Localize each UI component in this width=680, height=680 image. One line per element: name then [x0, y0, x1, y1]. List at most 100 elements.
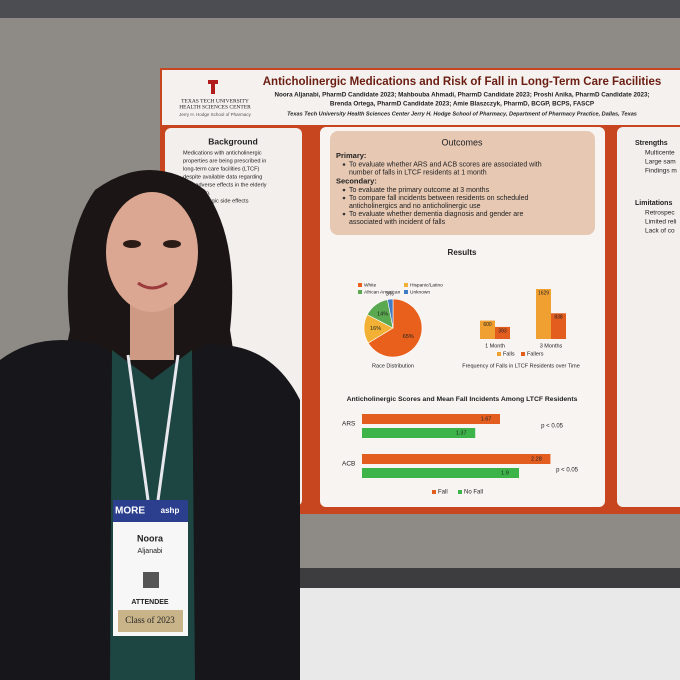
background-line: Medications with anticholinergic: [183, 150, 262, 156]
legend-swatch: [521, 352, 525, 356]
pie-slice: [367, 298, 423, 358]
outcome-text: To evaluate the primary outcome at 3 mon…: [349, 187, 490, 194]
bar-value: 393: [498, 328, 507, 334]
smile: [137, 281, 168, 290]
logo: TEXAS TECH UNIVERSITY: [181, 98, 249, 104]
school: Jerry H. Hodge School of Pharmacy: [179, 112, 252, 117]
pie-label: 65%: [403, 334, 414, 340]
annotation: p < 0.05: [541, 424, 564, 430]
right-item: Limited reli: [645, 219, 676, 226]
bullet: [342, 212, 346, 216]
bar-value: 838: [554, 315, 563, 321]
pie-slice: [387, 298, 394, 329]
legend-label: White: [364, 282, 377, 288]
authors: Brenda Ortega, PharmD Candidate 2023; Am…: [330, 101, 594, 108]
legend-label: Fallers: [527, 351, 544, 357]
y-tick-label: ARS: [342, 421, 356, 428]
badge-band: [113, 500, 188, 522]
outcome-text: anticholinergics and no anticholinergic …: [349, 203, 481, 210]
person: MORE ashp Noora Aljanabi ATTENDEE Class …: [0, 170, 300, 680]
right-item: Multicente: [645, 150, 675, 157]
right-item: Large sam: [645, 159, 676, 166]
badge-org: ashp: [161, 506, 180, 515]
background-line: anticholinergic side effects: [183, 198, 249, 204]
chart-title: Anticholinergic Scores and Mean Fall Inc…: [347, 396, 578, 403]
background-line: despite available data regarding: [183, 174, 262, 180]
chart-caption: Race Distribution: [372, 363, 414, 369]
badge-first-name: Noora: [137, 533, 164, 543]
logo-mark: [208, 80, 218, 94]
section-heading: Background: [208, 136, 258, 146]
chart-caption: Frequency of Falls in LTCF Residents ove…: [462, 363, 580, 369]
bar-value: 600: [483, 322, 492, 328]
lanyard: [126, 354, 180, 501]
outcome-text: number of falls in LTCF residents at 1 m…: [349, 169, 487, 176]
badge-class: Class of 2023: [125, 615, 175, 625]
legend-swatch: [497, 352, 501, 356]
outcome-text: associated with incident of falls: [349, 219, 446, 226]
bullet: [342, 196, 346, 200]
outcome-text: To compare fall incidents between reside…: [349, 195, 528, 202]
background-line: their adverse effects in the elderly: [183, 182, 267, 188]
right-item: Lack of co: [645, 228, 675, 235]
bar: [480, 320, 495, 339]
legend-label: Falls: [503, 351, 515, 357]
x-tick-label: 3 Months: [540, 343, 563, 349]
badge-role: ATTENDEE: [131, 599, 169, 606]
bar-value: 1.67: [481, 416, 492, 422]
bar: [362, 468, 520, 478]
bullet: [342, 163, 346, 166]
section-heading: Limitations: [635, 200, 672, 207]
background-line: long-term care facilities (LTCF): [183, 166, 259, 172]
badge-class-band: [118, 610, 183, 632]
background-line: properties are being prescribed in: [183, 158, 266, 164]
annotation: p < 0.05: [556, 468, 579, 474]
bullet: [342, 188, 346, 192]
legend-swatch: [404, 283, 408, 287]
outcome-text: To evaluate whether ARS and ACB scores a…: [349, 161, 542, 168]
bar: [536, 289, 551, 339]
qr-code: [143, 572, 159, 588]
face: [106, 192, 198, 312]
legend-swatch: [458, 490, 462, 494]
legend-swatch: [432, 490, 436, 494]
section-heading: Strengths: [635, 140, 668, 147]
legend-label: Hispanic/Latino: [410, 282, 443, 288]
section-heading: Outcomes: [441, 137, 483, 147]
ceiling-frame: [0, 0, 680, 18]
authors: Noora Aljanabi, PharmD Candidate 2023; M…: [274, 92, 649, 99]
pie-label: 16%: [370, 326, 381, 332]
section-heading: Results: [448, 248, 477, 257]
y-tick-label: ACB: [342, 461, 355, 468]
bar-value: 1629: [538, 290, 549, 296]
outcome-label: Secondary:: [336, 176, 377, 185]
badge-event: MORE: [115, 506, 145, 517]
legend-label: Unknown: [410, 289, 430, 295]
x-tick-label: 1 Month: [485, 343, 505, 349]
bar: [495, 326, 510, 339]
eye: [163, 240, 181, 248]
outcome-label: Primary:: [336, 151, 366, 160]
legend-label: Fall: [438, 490, 448, 496]
bar-value: 2.28: [531, 456, 542, 462]
table: [240, 588, 680, 680]
bar: [551, 313, 566, 339]
legend-swatch: [358, 283, 362, 287]
poster-title: Anticholinergic Medications and Risk of …: [263, 76, 662, 88]
bar-value: 1.9: [501, 470, 509, 476]
bar: [362, 454, 551, 464]
right-item: Findings m: [645, 168, 677, 175]
logo-sub: HEALTH SCIENCES CENTER: [179, 104, 251, 110]
pie-label: 3%: [386, 292, 394, 298]
bar-value: 1.37: [456, 430, 467, 436]
right-panel: [617, 127, 680, 507]
panel-base: [240, 568, 680, 588]
outcome-text: To evaluate whether dementia diagnosis a…: [349, 211, 523, 218]
outcomes-box: [330, 131, 595, 235]
bar: [362, 428, 476, 438]
legend-label: African American: [364, 289, 401, 295]
right-item: Retrospec: [645, 210, 675, 217]
poster-header: [162, 70, 680, 125]
